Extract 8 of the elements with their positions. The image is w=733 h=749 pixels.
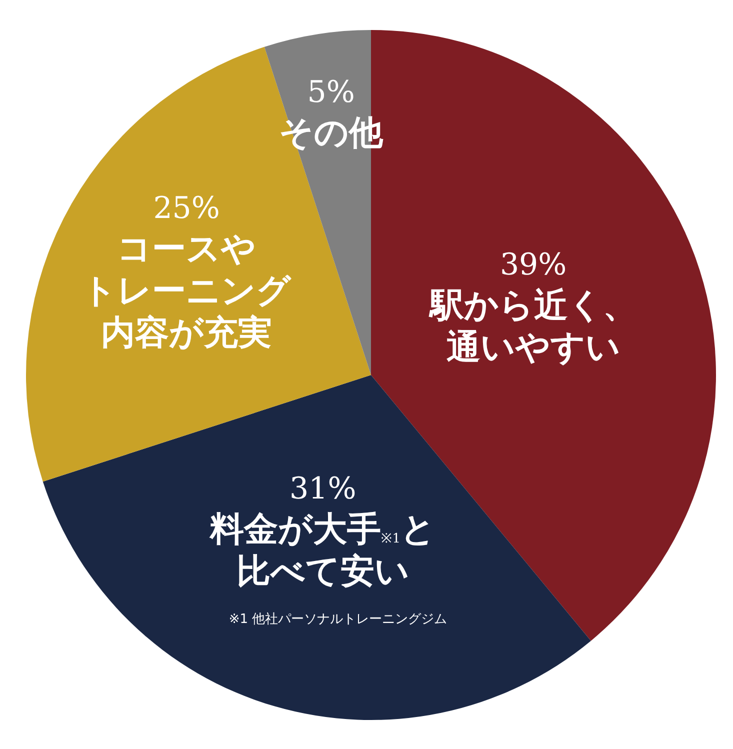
data-label: 39% [500, 248, 567, 283]
text: ※1 他社パーソナルトレーニングジム [228, 611, 448, 628]
data-label: 5% [307, 74, 355, 110]
data-label: 31% [290, 472, 356, 507]
pie-slice [42, 375, 591, 720]
slice-label: 駅から近く、通いやすい [428, 286, 637, 368]
slice-label: コースやトレーニング内容が充実 [82, 229, 292, 354]
data-label: 25% [153, 191, 220, 226]
